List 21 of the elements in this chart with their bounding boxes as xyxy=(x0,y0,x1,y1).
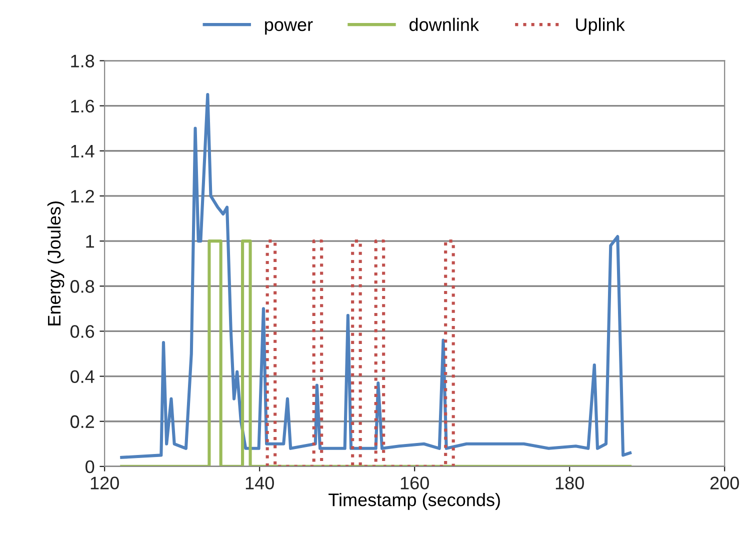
x-axis-title: Timestamp (seconds) xyxy=(328,492,500,510)
y-tick-label: 0.8 xyxy=(70,280,94,293)
line-series xyxy=(120,93,632,459)
x-tick-label: 120 xyxy=(90,476,119,490)
legend-label: downlink xyxy=(410,18,480,32)
y-tick-label: 1 xyxy=(86,235,94,248)
x-tick-label: 180 xyxy=(556,476,584,490)
y-tick-label: 0.2 xyxy=(70,415,94,428)
x-tick-label: 160 xyxy=(400,476,429,490)
legend-label: power xyxy=(265,21,313,35)
y-tick-label: 1.2 xyxy=(71,190,94,202)
y-tick-label: 0.6 xyxy=(70,325,94,338)
x-tick-label: 140 xyxy=(246,476,274,490)
y-tick-label: 1.4 xyxy=(71,145,94,158)
legend-label: Uplink xyxy=(576,18,625,35)
y-axis-title: Energy (Joules) xyxy=(47,201,64,326)
y-tick-label: 1.8 xyxy=(71,54,94,68)
y-tick-label: 0 xyxy=(86,460,94,474)
y-tick-label: 1.6 xyxy=(71,100,94,113)
x-tick-label: 200 xyxy=(710,476,739,490)
y-tick-label: 0.4 xyxy=(70,370,94,383)
